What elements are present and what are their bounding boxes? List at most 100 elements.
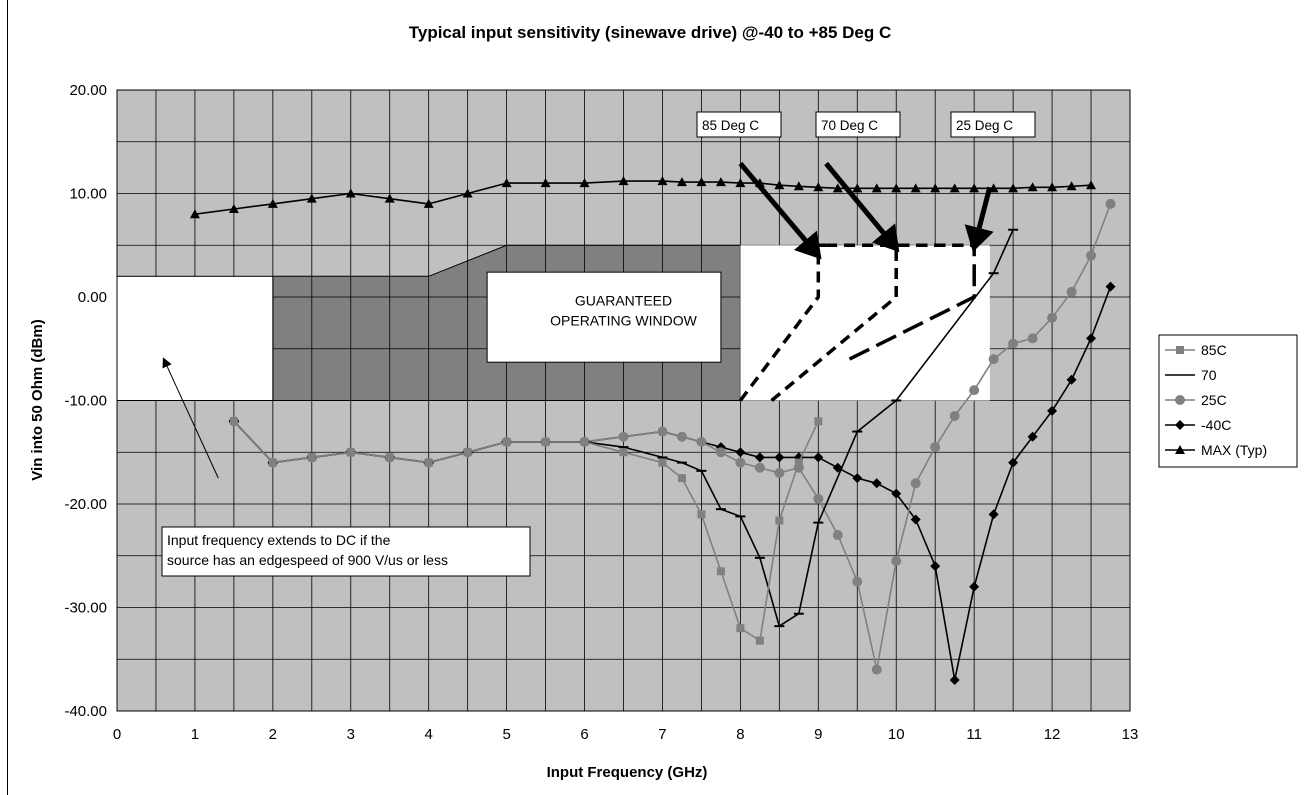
series-marker-diamond: [988, 509, 999, 520]
callout-70-text: 70 Deg C: [821, 118, 878, 133]
series-marker-diamond: [969, 581, 980, 592]
series-marker-circle: [813, 493, 824, 504]
series-marker-diamond: [754, 452, 765, 463]
series-marker-circle: [988, 354, 999, 365]
series-marker-square: [775, 516, 784, 525]
series-marker-circle: [735, 457, 746, 468]
plot-frame: [116, 89, 1131, 712]
series-marker-triangle: [871, 183, 882, 193]
series-marker-circle: [676, 431, 687, 442]
series-marker-diamond: [910, 514, 921, 525]
callout-arrow-85: [738, 161, 822, 260]
series-marker-triangle: [774, 180, 785, 190]
y-tick-label: -20.00: [64, 496, 107, 513]
series-marker-circle: [1027, 333, 1038, 344]
series-marker-circle: [618, 431, 629, 442]
series-marker-triangle: [657, 176, 668, 186]
legend: 85C 70 25C -40C MAX (Typ): [1158, 334, 1298, 468]
x-tick-label: 12: [1044, 726, 1061, 743]
series-marker-square: [658, 458, 667, 467]
series-marker-circle: [1105, 198, 1116, 209]
series-marker-circle: [969, 385, 980, 396]
series-marker-square: [794, 458, 803, 467]
x-tick-label: 11: [966, 726, 982, 743]
note: Input frequency extends to DC if the sour…: [161, 526, 531, 577]
callout-85: 85 Deg C: [696, 111, 782, 138]
boundary-dashed-85: [739, 243, 827, 402]
series-marker-diamond: [1066, 374, 1077, 385]
series-marker-triangle: [1047, 182, 1058, 192]
callout-70: 70 Deg C: [815, 111, 901, 138]
legend-label: -40C: [1201, 417, 1231, 433]
x-axis-ticks: 0 1 2 3 4 5 6 7 8 9 10 11 12 13: [113, 726, 1139, 743]
series-marker-circle: [1047, 312, 1058, 323]
series-marker-square: [755, 636, 764, 645]
series-marker-square: [424, 458, 433, 467]
series-marker-circle: [871, 664, 882, 675]
series-marker-square: [229, 417, 238, 426]
window-label-line: GUARANTEED: [575, 292, 672, 308]
series-marker-triangle: [501, 178, 512, 188]
callout-25-box: [950, 111, 1036, 138]
series-marker-triangle: [540, 178, 551, 188]
note-text: source has an edgespeed of 900 V/us or l…: [167, 552, 448, 568]
series-marker-triangle: [793, 181, 804, 191]
chart-title: Typical input sensitivity (sinewave driv…: [409, 23, 892, 42]
overlay-layer: 85 Deg C 70 Deg C 25 Deg C Input frequency …: [161, 111, 1036, 577]
series-marker-triangle: [384, 193, 395, 203]
x-tick-label: 3: [347, 726, 355, 743]
series-marker-circle: [949, 411, 960, 422]
series-marker-diamond: [735, 447, 746, 458]
series-marker-diamond: [1105, 281, 1116, 292]
window-label-line: OPERATING WINDOW: [550, 312, 698, 328]
series-marker-diamond: [949, 674, 960, 685]
legend-entry: 25C: [1165, 392, 1227, 408]
x-tick-label: 1: [191, 726, 199, 743]
series-marker-triangle: [735, 178, 746, 188]
y-tick-label: 0.00: [78, 289, 107, 306]
callout-arrow-25: [964, 186, 994, 253]
series-marker-circle: [774, 467, 785, 478]
page-left-rule: [7, 0, 8, 795]
series-marker-diamond: [1047, 405, 1058, 416]
series-marker-triangle: [696, 177, 707, 187]
grid-lines: GUARANTEED OPERATING WINDOW: [116, 90, 1130, 711]
legend-entry: MAX (Typ): [1165, 442, 1267, 458]
x-tick-label: 0: [113, 726, 121, 743]
callout-70-box: [815, 111, 901, 138]
series-marker-circle: [852, 576, 863, 587]
series-marker-square: [541, 437, 550, 446]
series-marker-square: [716, 567, 725, 576]
series-marker-square: [268, 458, 277, 467]
x-tick-label: 5: [502, 726, 510, 743]
series-marker-square: [814, 417, 823, 426]
callout-85-box: [696, 111, 782, 138]
series-marker-triangle: [618, 176, 629, 186]
series-marker-circle: [910, 478, 921, 489]
series-marker-circle: [696, 436, 707, 447]
legend-marker-circle: [1175, 395, 1185, 405]
series-marker-triangle: [267, 198, 278, 208]
series-marker-triangle: [852, 183, 863, 193]
legend-entry: -40C: [1165, 417, 1231, 433]
y-tick-label: -10.00: [64, 393, 107, 410]
x-tick-label: 4: [425, 726, 433, 743]
legend-label: MAX (Typ): [1201, 442, 1267, 458]
series-marker-diamond: [1027, 431, 1038, 442]
white-box-right: [740, 245, 990, 401]
series-marker-square: [463, 448, 472, 457]
series-marker-square: [385, 453, 394, 462]
y-tick-label: -30.00: [64, 600, 107, 617]
legend-marker-diamond: [1175, 420, 1185, 430]
series-marker-triangle: [1066, 181, 1077, 191]
callout-85-text: 85 Deg C: [702, 118, 759, 133]
series-marker-square: [736, 624, 745, 633]
y-tick-label: -40.00: [64, 703, 107, 720]
series-85c: [229, 417, 823, 645]
x-tick-label: 10: [888, 726, 905, 743]
series-marker-triangle: [676, 177, 687, 187]
series-marker-triangle: [910, 183, 921, 193]
series-marker-triangle: [345, 188, 356, 198]
series-marker-diamond: [852, 473, 863, 484]
series-marker-diamond: [891, 488, 902, 499]
